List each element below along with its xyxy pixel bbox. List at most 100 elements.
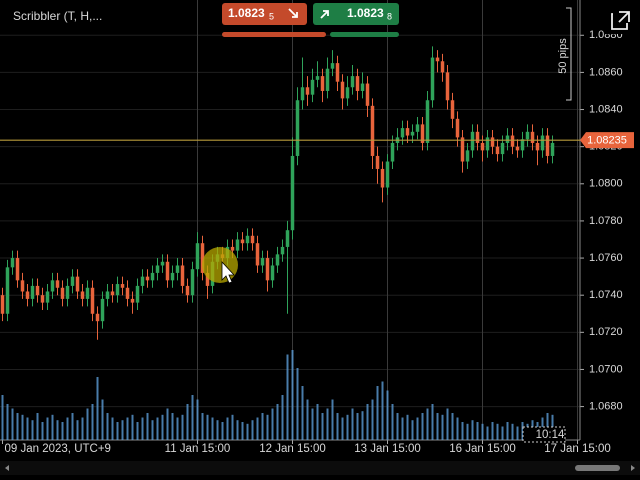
y-tick-label: 1.0840 (589, 103, 623, 115)
candle-body (535, 142, 540, 151)
candle-body (385, 161, 390, 188)
candle-body (190, 269, 195, 296)
volume-bar (491, 422, 494, 440)
volume-bar (461, 422, 464, 440)
candle-body (230, 246, 235, 251)
candle-body (125, 287, 130, 299)
candle-body (160, 261, 165, 266)
candle-body (310, 79, 315, 95)
candle-body (0, 295, 5, 314)
volume-bar (406, 414, 409, 440)
candle-body (150, 272, 155, 281)
volume-bar (41, 422, 44, 440)
candle-body (60, 287, 65, 299)
volume-bar (466, 423, 469, 440)
volume-bar (356, 413, 359, 440)
candle-body (315, 76, 320, 80)
candle-body (415, 124, 420, 132)
cursor-highlight (202, 247, 238, 283)
candle-body (530, 131, 535, 143)
volume-bar (516, 426, 519, 440)
y-tick-label: 1.0800 (589, 178, 623, 190)
volume-bar (216, 420, 219, 440)
sell-arrow (288, 8, 298, 18)
mouse-cursor (221, 260, 235, 284)
volume-bar (46, 417, 49, 440)
candle-body (155, 265, 160, 273)
volume-bar (241, 422, 244, 440)
candle-body (440, 61, 445, 73)
volume-bar (161, 414, 164, 440)
candle-body (100, 298, 105, 322)
volume-bar (166, 408, 169, 440)
volume-bar (206, 414, 209, 440)
buy-button[interactable] (313, 3, 399, 25)
volume-bar (51, 414, 54, 440)
volume-bar (501, 426, 504, 440)
instrument-label[interactable]: Scribbler (T, H,... (13, 9, 102, 23)
sell-button[interactable] (222, 3, 307, 25)
candle-body (425, 100, 430, 143)
volume-bar (396, 413, 399, 440)
volume-bar (86, 408, 89, 440)
y-tick-label: 1.0780 (589, 215, 623, 227)
y-tick-label: 1.0740 (589, 289, 623, 301)
x-tick-label: 16 Jan 15:00 (449, 443, 516, 455)
volume-bar (136, 422, 139, 440)
volume-bar (316, 404, 319, 440)
candle-body (5, 267, 10, 314)
volume-bar (106, 413, 109, 440)
candle-body (320, 76, 325, 91)
volume-bar (456, 417, 459, 440)
candle-body (365, 83, 370, 106)
y-tick-label: 1.0760 (589, 252, 623, 264)
candle-body (70, 276, 75, 286)
volume-bar (251, 420, 254, 440)
volume-bar (66, 417, 69, 440)
volume-bar (481, 423, 484, 440)
candle-body (195, 243, 200, 270)
candle-body (360, 83, 365, 91)
popout-button[interactable] (604, 6, 634, 34)
candle-body (545, 135, 550, 156)
volume-bar (411, 420, 414, 440)
volume-bar (31, 420, 34, 440)
volume-bar (1, 395, 4, 440)
volume-bar (431, 404, 434, 440)
candle-body (295, 100, 300, 156)
price-tag-bg (580, 132, 634, 149)
candle-body (435, 57, 440, 62)
buy-price: 1.0823 (347, 6, 384, 20)
volume-bar (111, 417, 114, 440)
candle-body (80, 291, 85, 299)
volume-bar (171, 413, 174, 440)
pips-label: 50 pips (557, 38, 569, 74)
volume-bar (236, 420, 239, 440)
x-tick-label: 11 Jan 15:00 (165, 443, 231, 455)
volume-bar (91, 404, 94, 440)
scrollbar-track[interactable] (0, 461, 640, 475)
volume-bar (81, 417, 84, 440)
volume-bar (21, 414, 24, 440)
volume-bar (371, 399, 374, 440)
volume-bar (261, 413, 264, 440)
y-tick-label: 1.0680 (589, 400, 623, 412)
buy-bar (330, 32, 399, 37)
candle-body (250, 235, 255, 244)
volume-bar (176, 417, 179, 440)
time-label: 10:14 (536, 429, 565, 441)
candle-body (430, 57, 435, 101)
volume-bar (186, 404, 189, 440)
volume-bar (256, 417, 259, 440)
volume-bar (486, 426, 489, 440)
scrollbar-thumb[interactable] (575, 465, 620, 471)
candle-body (105, 291, 110, 299)
candle-body (500, 142, 505, 155)
volume-bar (11, 408, 14, 440)
candle-body (290, 155, 295, 231)
volume-bar (441, 414, 444, 440)
candle-body (205, 272, 210, 286)
candle-body (355, 76, 360, 91)
y-tick-label: 1.0860 (589, 66, 623, 78)
candle-body (245, 235, 250, 244)
